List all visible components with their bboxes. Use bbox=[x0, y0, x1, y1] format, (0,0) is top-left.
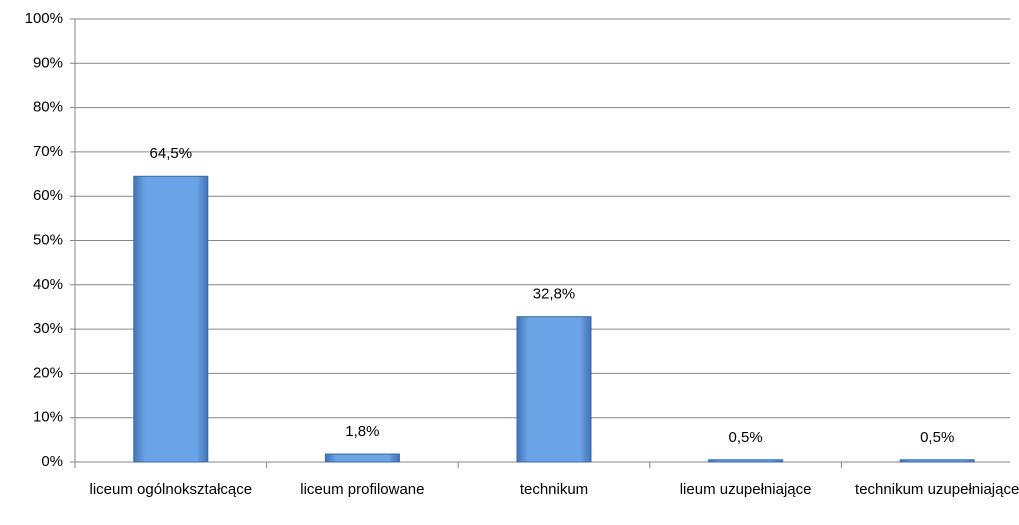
data-label: 64,5% bbox=[150, 145, 193, 162]
y-tick-label: 40% bbox=[33, 276, 63, 293]
data-label: 0,5% bbox=[728, 429, 762, 446]
bar bbox=[133, 175, 209, 463]
x-tick-label: technikum bbox=[519, 481, 589, 498]
data-label: 0,5% bbox=[920, 429, 954, 446]
y-tick-label: 0% bbox=[41, 453, 63, 470]
x-tick-label: technikum uzupełniające bbox=[855, 481, 1019, 498]
bar bbox=[324, 453, 400, 463]
y-tick-label: 50% bbox=[33, 231, 63, 248]
data-label: 1,8% bbox=[345, 423, 379, 440]
bar bbox=[516, 316, 592, 463]
y-tick-label: 80% bbox=[33, 99, 63, 116]
y-tick-label: 30% bbox=[33, 320, 63, 337]
y-tick-label: 10% bbox=[33, 409, 63, 426]
x-tick-label: liceum ogólnokształcące bbox=[89, 481, 253, 498]
x-tick-label: liceum profilowane bbox=[300, 481, 425, 498]
bar bbox=[899, 459, 975, 463]
y-tick-label: 70% bbox=[33, 143, 63, 160]
x-tick-label: lieum uzupełniające bbox=[679, 481, 812, 498]
y-tick-label: 90% bbox=[33, 54, 63, 71]
data-label: 32,8% bbox=[533, 286, 576, 303]
y-tick-label: 100% bbox=[25, 10, 63, 27]
bar bbox=[708, 459, 784, 463]
y-tick-label: 60% bbox=[33, 187, 63, 204]
y-tick-label: 20% bbox=[33, 364, 63, 381]
